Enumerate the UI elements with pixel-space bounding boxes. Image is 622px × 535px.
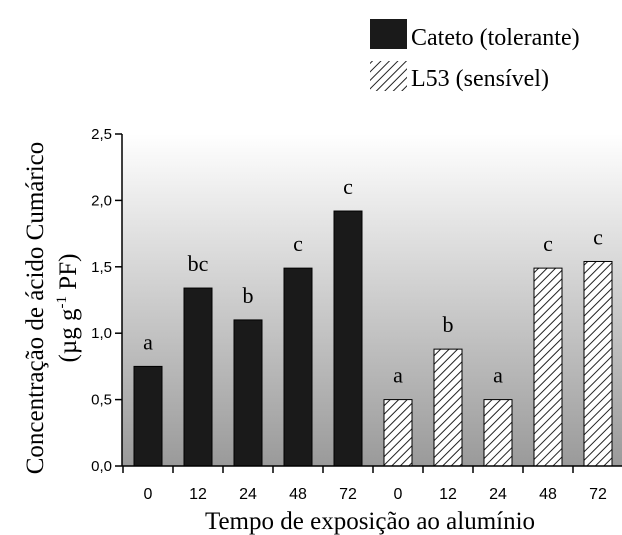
bar-cateto (333, 210, 363, 467)
significance-letter: a (393, 363, 403, 388)
significance-letter: c (593, 224, 603, 249)
y-tick-label: 0,0 (91, 458, 112, 475)
significance-letter: a (143, 329, 153, 354)
y-axis-unit-suffix: PF) (55, 254, 82, 296)
x-tick-label: 12 (439, 486, 457, 503)
significance-letter: c (543, 231, 553, 256)
bar-cateto (183, 287, 213, 467)
bar-l53 (383, 399, 413, 467)
bar-l53 (583, 260, 613, 467)
bar-cateto (133, 365, 163, 467)
significance-letter: b (243, 283, 254, 308)
significance-letter: b (443, 312, 454, 337)
legend-swatch-solid (370, 19, 407, 49)
bar-cateto (283, 267, 313, 467)
x-tick-label: 0 (394, 486, 403, 503)
legend-swatch-hatched (370, 61, 407, 91)
legend-label-series-2: L53 (sensível) (411, 66, 549, 92)
y-tick-label: 1,0 (91, 325, 112, 342)
bar-l53 (433, 348, 463, 467)
y-tick-label: 2,5 (91, 126, 112, 143)
x-axis-title: Tempo de exposição ao alumínio (205, 508, 535, 535)
y-tick-label: 1,5 (91, 259, 112, 276)
x-tick-label: 0 (144, 486, 153, 503)
x-tick-label: 24 (239, 486, 257, 503)
legend-label-series-1: Cateto (tolerante) (411, 25, 580, 51)
legend: Cateto (tolerante) L53 (sensível) (370, 19, 580, 92)
significance-letter: bc (188, 251, 209, 276)
x-tick-label: 24 (489, 486, 507, 503)
bar-cateto (233, 319, 263, 467)
significance-letter: a (493, 363, 503, 388)
x-tick-label: 48 (289, 486, 307, 503)
y-tick-label: 0,5 (91, 392, 112, 409)
significance-letter: c (293, 231, 303, 256)
bar-l53 (533, 267, 563, 467)
y-axis-title-unit: (µg g-1 PF) (54, 254, 82, 363)
y-axis-unit-sup: -1 (54, 296, 70, 309)
x-tick-label: 48 (539, 486, 557, 503)
significance-letter: c (343, 174, 353, 199)
y-tick-label: 2,0 (91, 192, 112, 209)
bar-l53 (483, 399, 513, 467)
y-axis-unit-prefix: (µg g (55, 308, 82, 362)
x-tick-label: 72 (339, 486, 357, 503)
y-axis-title: Concentração de ácido Cumárico (22, 142, 49, 475)
x-tick-label: 12 (189, 486, 207, 503)
x-tick-label: 72 (589, 486, 607, 503)
